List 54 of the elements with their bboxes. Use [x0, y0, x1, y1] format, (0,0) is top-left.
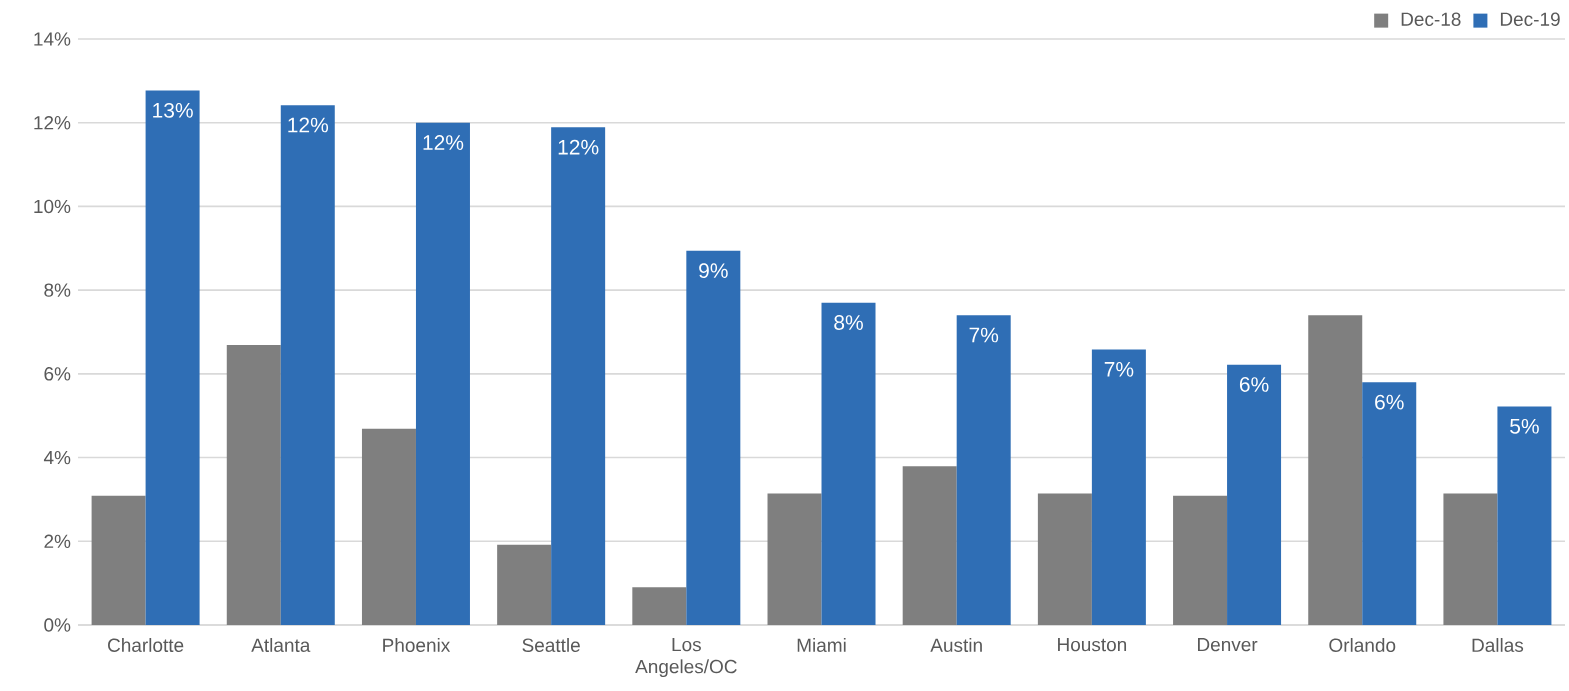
data-label: 12% [288, 117, 329, 133]
x-tick-label: Atlanta [251, 638, 311, 652]
y-tick-label: 0% [44, 618, 71, 632]
y-tick-label: 10% [34, 199, 71, 214]
legend-label: Dec-18 [1401, 12, 1461, 26]
data-label: 9% [699, 263, 728, 279]
data-label: 12% [558, 139, 599, 155]
data-label: 7% [1104, 361, 1134, 377]
y-tick-label: 8% [44, 283, 71, 297]
bar [145, 90, 200, 625]
bar [767, 493, 822, 625]
bar [551, 127, 606, 625]
data-label: 13% [153, 102, 193, 118]
bar [361, 428, 416, 625]
bar [1227, 364, 1282, 625]
x-tick-label: Phoenix [383, 638, 451, 652]
bar [1308, 315, 1363, 625]
data-label: 7% [969, 327, 999, 343]
bar [91, 495, 146, 625]
bar [956, 315, 1011, 625]
bar [1173, 495, 1228, 625]
x-tick-label: Denver [1198, 638, 1258, 652]
bar [686, 250, 741, 625]
legend-label: Dec-19 [1500, 12, 1560, 26]
bar [1443, 493, 1498, 625]
x-tick-label: Seattle [522, 638, 580, 652]
bar [1091, 349, 1146, 625]
y-tick-label: 2% [44, 534, 71, 548]
bar [902, 466, 957, 625]
x-tick-label: Dallas [1472, 638, 1524, 652]
data-label: 12% [423, 135, 464, 150]
x-tick-label: Charlotte [108, 638, 184, 652]
x-tick-label: Los Angeles/OC [635, 638, 737, 678]
bar [1362, 382, 1417, 625]
data-label: 6% [1239, 377, 1269, 392]
bar [821, 302, 876, 625]
x-tick-label: Miami [797, 638, 846, 652]
x-tick-label: Austin [930, 638, 982, 652]
bar [226, 344, 281, 625]
x-tick-label: Houston [1058, 638, 1127, 652]
bar [1497, 406, 1552, 625]
y-tick-label: 6% [44, 367, 71, 381]
data-label: 8% [834, 315, 863, 330]
y-tick-label: 12% [34, 116, 71, 130]
bar [415, 122, 470, 625]
bar [1037, 493, 1092, 625]
data-label: 6% [1375, 394, 1404, 410]
y-tick-label: 4% [43, 450, 71, 465]
bar [280, 105, 335, 625]
bar [497, 544, 552, 625]
bar [632, 587, 687, 625]
data-label: 5% [1510, 418, 1539, 434]
y-tick-label: 14% [34, 32, 71, 46]
x-tick-label: Orlando [1329, 638, 1396, 652]
